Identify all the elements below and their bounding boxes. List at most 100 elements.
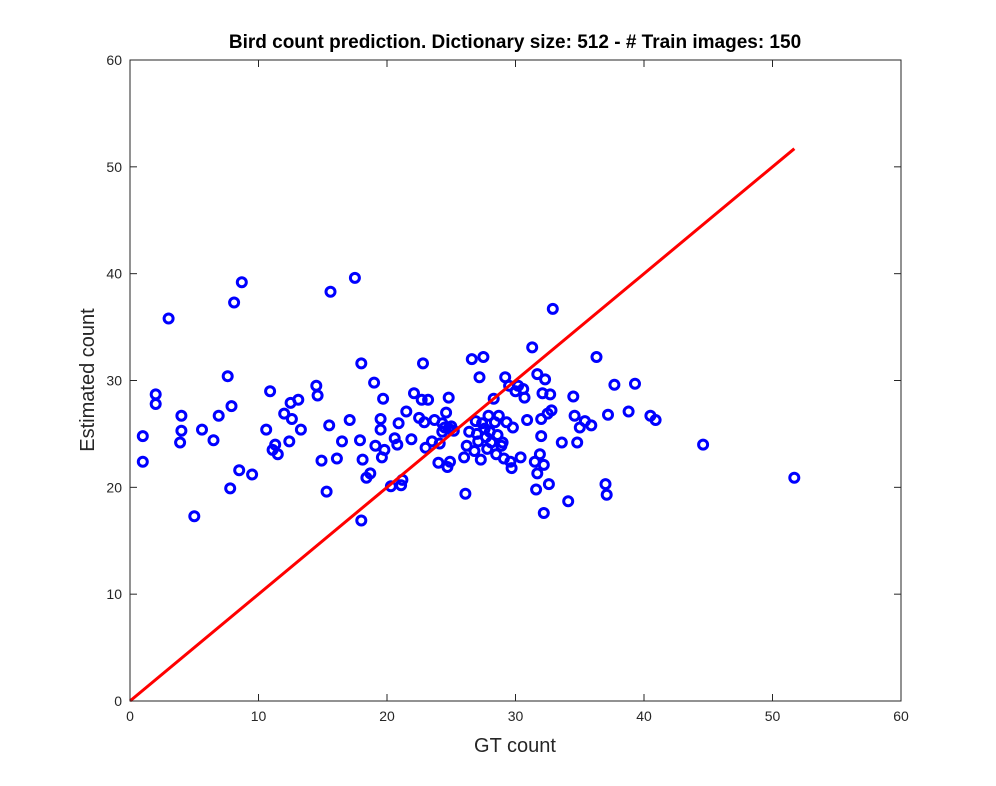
data-point [260,423,273,436]
x-tick-label: 30 [508,708,524,724]
data-point [474,453,487,466]
data-point [568,409,581,422]
y-tick-label: 40 [106,266,122,282]
data-point [562,495,575,508]
data-point [368,376,381,389]
data-point [469,415,482,428]
data-point [311,389,324,402]
data-point [336,435,348,448]
data-point [622,405,635,418]
data-point [355,357,368,370]
data-point [542,478,555,491]
data-point [506,421,519,434]
data-point [444,455,456,468]
data-point [533,448,546,461]
data-point [364,467,377,480]
data-point [422,393,435,406]
data-point [175,409,188,422]
data-point [518,391,531,404]
data-points [136,271,801,527]
data-point [391,438,404,451]
data-point [571,436,584,449]
data-point [408,387,420,400]
data-point [369,439,382,452]
data-point [531,368,544,381]
data-point [477,351,490,363]
y-tick-label: 20 [106,479,122,495]
data-point [535,430,548,443]
data-point [330,452,343,465]
x-tick-label: 50 [765,708,781,724]
data-point [459,487,472,500]
data-point [378,443,391,456]
data-point [356,453,369,466]
data-point [348,271,361,284]
data-point [585,419,598,432]
data-point [354,434,366,447]
data-point [162,312,175,325]
x-tick-label: 20 [379,708,395,724]
data-point [323,419,336,432]
data-point [530,483,543,496]
data-point [374,423,387,436]
data-point [487,392,500,405]
data-point [418,416,431,429]
data-point [225,400,238,413]
data-point [415,393,428,406]
data-point [465,353,478,366]
data-point [419,441,432,454]
plot-frame [129,59,902,702]
data-point [228,296,241,309]
data-point [395,479,408,492]
data-point [505,462,518,475]
x-tick-label: 10 [251,708,267,724]
data-point [590,351,603,363]
data-point [433,437,446,450]
data-point [188,510,201,523]
data-point [315,454,328,467]
data-point [405,433,418,446]
data-point [546,302,559,315]
data-point [374,413,387,425]
data-point [537,507,550,519]
y-axis-label: Estimated count [77,308,99,452]
data-point [285,413,298,425]
data-point [526,341,539,354]
x-tick-label: 0 [126,708,134,724]
data-point [136,455,149,468]
data-point [599,478,612,491]
data-point [343,414,356,426]
data-point [608,378,621,391]
data-point [492,409,505,422]
data-point [514,451,527,464]
x-tick-label: 40 [636,708,652,724]
data-point [417,357,429,370]
data-point [468,445,481,457]
data-point [473,371,486,384]
reference-line-layer [129,147,796,703]
tick-labels: 0 10 20 30 40 50 60 0 10 20 30 40 50 60 [106,52,909,724]
data-point [447,424,460,437]
data-point [602,408,614,421]
data-point [600,488,613,501]
data-point [175,424,188,437]
data-point [320,485,333,498]
x-axis-label: GT count [474,735,556,757]
data-point [355,514,368,527]
data-point [496,436,509,449]
data-point [788,471,801,484]
data-point [392,417,405,430]
data-point [136,430,149,443]
x-tick-label: 60 [893,708,909,724]
data-point [324,285,337,298]
y-tick-label: 60 [106,52,122,68]
data-point [174,436,187,449]
reference-line [129,147,796,703]
data-point [207,434,220,447]
data-point [264,385,277,398]
data-point [442,391,455,404]
data-point [697,438,710,451]
data-point [440,406,453,419]
data-point [458,451,471,464]
